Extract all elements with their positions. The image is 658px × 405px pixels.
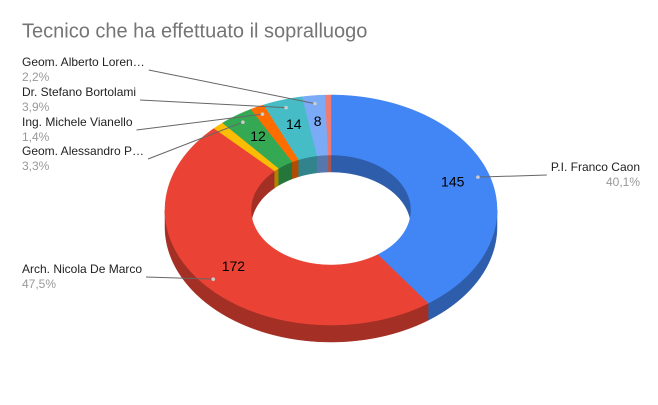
legend-label: Geom. Alberto Loren… xyxy=(22,55,145,69)
legend-label: P.I. Franco Caon xyxy=(551,160,640,174)
slice xyxy=(324,94,332,156)
data-label: 145 xyxy=(441,174,465,190)
percent-label: 3,3% xyxy=(22,159,50,173)
leader-dot xyxy=(260,112,265,116)
percent-label: 1,4% xyxy=(22,130,50,144)
slice-inner-side xyxy=(327,154,332,173)
slice-inner-side xyxy=(316,154,329,174)
leader-dot xyxy=(476,175,480,179)
data-label: 8 xyxy=(314,113,322,129)
chart-title: Tecnico che ha effettuato il sopralluogo xyxy=(22,20,367,42)
percent-label: 40,1% xyxy=(606,175,640,189)
percent-label: 3,9% xyxy=(22,100,50,114)
legend-label: Dr. Stefano Bortolami xyxy=(22,85,136,99)
leader-dot xyxy=(241,120,245,124)
data-label: 12 xyxy=(250,128,266,144)
leader-dot xyxy=(211,277,216,281)
slice-inner-side xyxy=(274,167,279,189)
leader-line xyxy=(136,113,263,131)
leader-dot xyxy=(313,101,317,106)
legend-label: Geom. Alessandro P… xyxy=(22,144,144,158)
legend-label: Arch. Nicola De Marco xyxy=(22,262,142,276)
data-label: 14 xyxy=(286,116,302,132)
leader-line xyxy=(147,121,244,160)
leader-line xyxy=(146,276,214,280)
data-label: 172 xyxy=(222,258,246,274)
leader-line xyxy=(148,69,316,105)
legend-label: Ing. Michele Vianello xyxy=(22,115,133,129)
leader-line xyxy=(140,99,287,109)
leader-line xyxy=(477,174,547,178)
percent-label: 2,2% xyxy=(22,70,50,84)
leader-dot xyxy=(284,105,288,110)
slice-inner-side xyxy=(292,159,299,180)
percent-label: 47,5% xyxy=(22,277,56,291)
